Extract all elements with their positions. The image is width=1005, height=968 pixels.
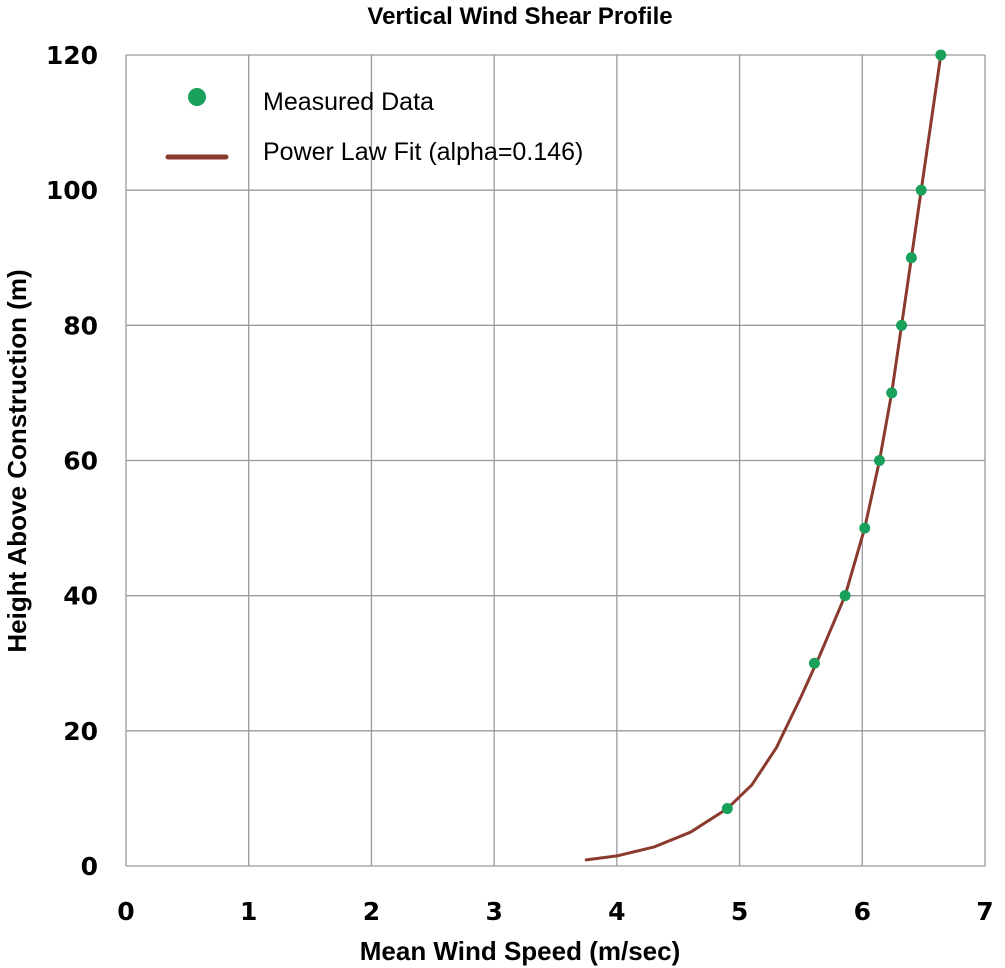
- y-tick-label-1: 20: [63, 717, 98, 746]
- legend: Measured Data Power Law Fit (alpha=0.146…: [165, 88, 583, 166]
- y-tick-label-4: 80: [63, 311, 98, 340]
- x-tick-label-4: 4: [608, 897, 625, 926]
- chart-title: Vertical Wind Shear Profile: [367, 3, 672, 30]
- x-tick-label-7: 7: [976, 897, 993, 926]
- x-tick-label-3: 3: [485, 897, 502, 926]
- x-axis-label: Mean Wind Speed (m/sec): [360, 936, 681, 966]
- legend-measured-marker: [188, 88, 206, 106]
- x-tick-label-2: 2: [363, 897, 380, 926]
- measured-point-7: [905, 252, 917, 264]
- measured-points-layer: [721, 49, 947, 815]
- x-tick-label-0: 0: [117, 897, 134, 926]
- power-law-fit-line: [584, 53, 943, 862]
- measured-point-8: [915, 184, 927, 196]
- y-tick-label-0: 0: [81, 852, 98, 881]
- fit-line-layer: [584, 53, 943, 862]
- measured-point-2: [839, 590, 851, 602]
- measured-point-6: [896, 319, 908, 331]
- tick-labels: 0 1 2 3 4 5 6 7 0 20 40 60 80 100 120: [46, 41, 994, 926]
- measured-point-9: [935, 49, 947, 61]
- y-tick-label-5: 100: [46, 176, 98, 205]
- grid: [125, 54, 986, 867]
- legend-fit-label: Power Law Fit (alpha=0.146): [263, 138, 583, 166]
- x-tick-label-1: 1: [240, 897, 257, 926]
- y-tick-label-2: 40: [63, 582, 98, 611]
- y-tick-label-6: 120: [46, 41, 98, 70]
- measured-point-3: [859, 522, 871, 534]
- measured-point-0: [721, 803, 733, 815]
- x-tick-label-5: 5: [731, 897, 748, 926]
- x-tick-label-6: 6: [854, 897, 871, 926]
- legend-measured-label: Measured Data: [263, 88, 434, 116]
- y-tick-label-3: 60: [63, 447, 98, 476]
- y-axis-label: Height Above Construction (m): [2, 269, 32, 652]
- measured-point-5: [886, 387, 898, 399]
- measured-point-4: [873, 455, 885, 466]
- measured-point-1: [808, 657, 820, 669]
